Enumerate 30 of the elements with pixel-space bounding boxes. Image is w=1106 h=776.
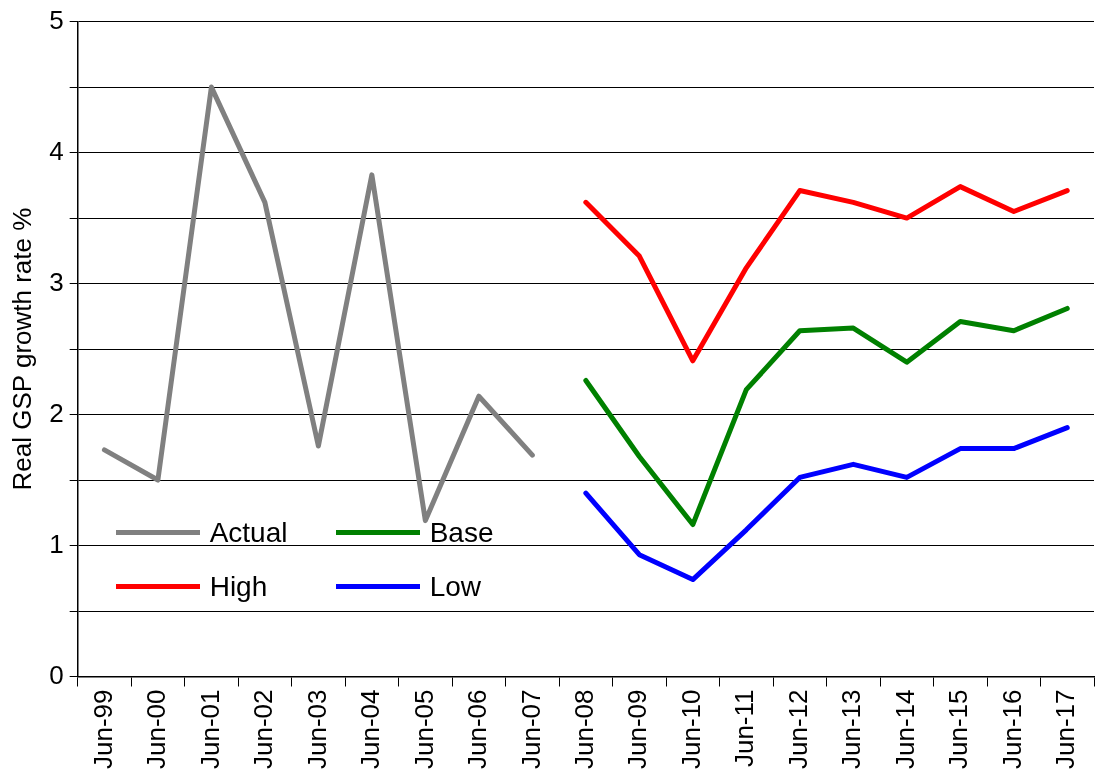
y-tick-label: 0 (49, 659, 64, 690)
x-tick-label: Jun-08 (569, 689, 599, 769)
x-tick-label: Jun-01 (194, 689, 225, 769)
legend-label: High (209, 570, 268, 603)
y-tick-label: 4 (49, 135, 64, 166)
y-tick-label: 1 (49, 528, 64, 559)
x-tick-label: Jun-00 (141, 689, 172, 769)
x-tick-label: Jun-15 (943, 689, 974, 769)
x-tick-label: Jun-09 (622, 689, 653, 769)
y-axis-title: Real GSP growth rate % (6, 207, 37, 491)
x-tick-label: Jun-13 (836, 689, 867, 769)
x-tick-label: Jun-12 (782, 689, 813, 769)
legend-label: Low (429, 570, 482, 603)
x-tick-label: Jun-11 (729, 689, 760, 768)
y-tick-label: 2 (49, 397, 64, 428)
x-tick-label: Jun-16 (996, 689, 1027, 769)
x-tick-label: Jun-17 (1050, 689, 1081, 769)
x-tick-label: Jun-14 (889, 689, 920, 769)
x-tick-label: Jun-05 (408, 689, 439, 769)
x-tick-label: Jun-10 (675, 689, 706, 769)
x-tick-label: Jun-04 (355, 689, 386, 769)
x-tick-label: Jun-07 (515, 689, 546, 769)
legend-label: Actual (209, 516, 288, 549)
x-tick-label: Jun-02 (248, 689, 279, 769)
legend-label: Base (429, 516, 494, 549)
x-tick-label: Jun-03 (301, 689, 332, 769)
x-tick-label: Jun-99 (87, 689, 118, 769)
x-tick-label: Jun-06 (462, 689, 493, 769)
y-tick-label: 5 (49, 4, 64, 35)
y-tick-label: 3 (49, 266, 64, 297)
